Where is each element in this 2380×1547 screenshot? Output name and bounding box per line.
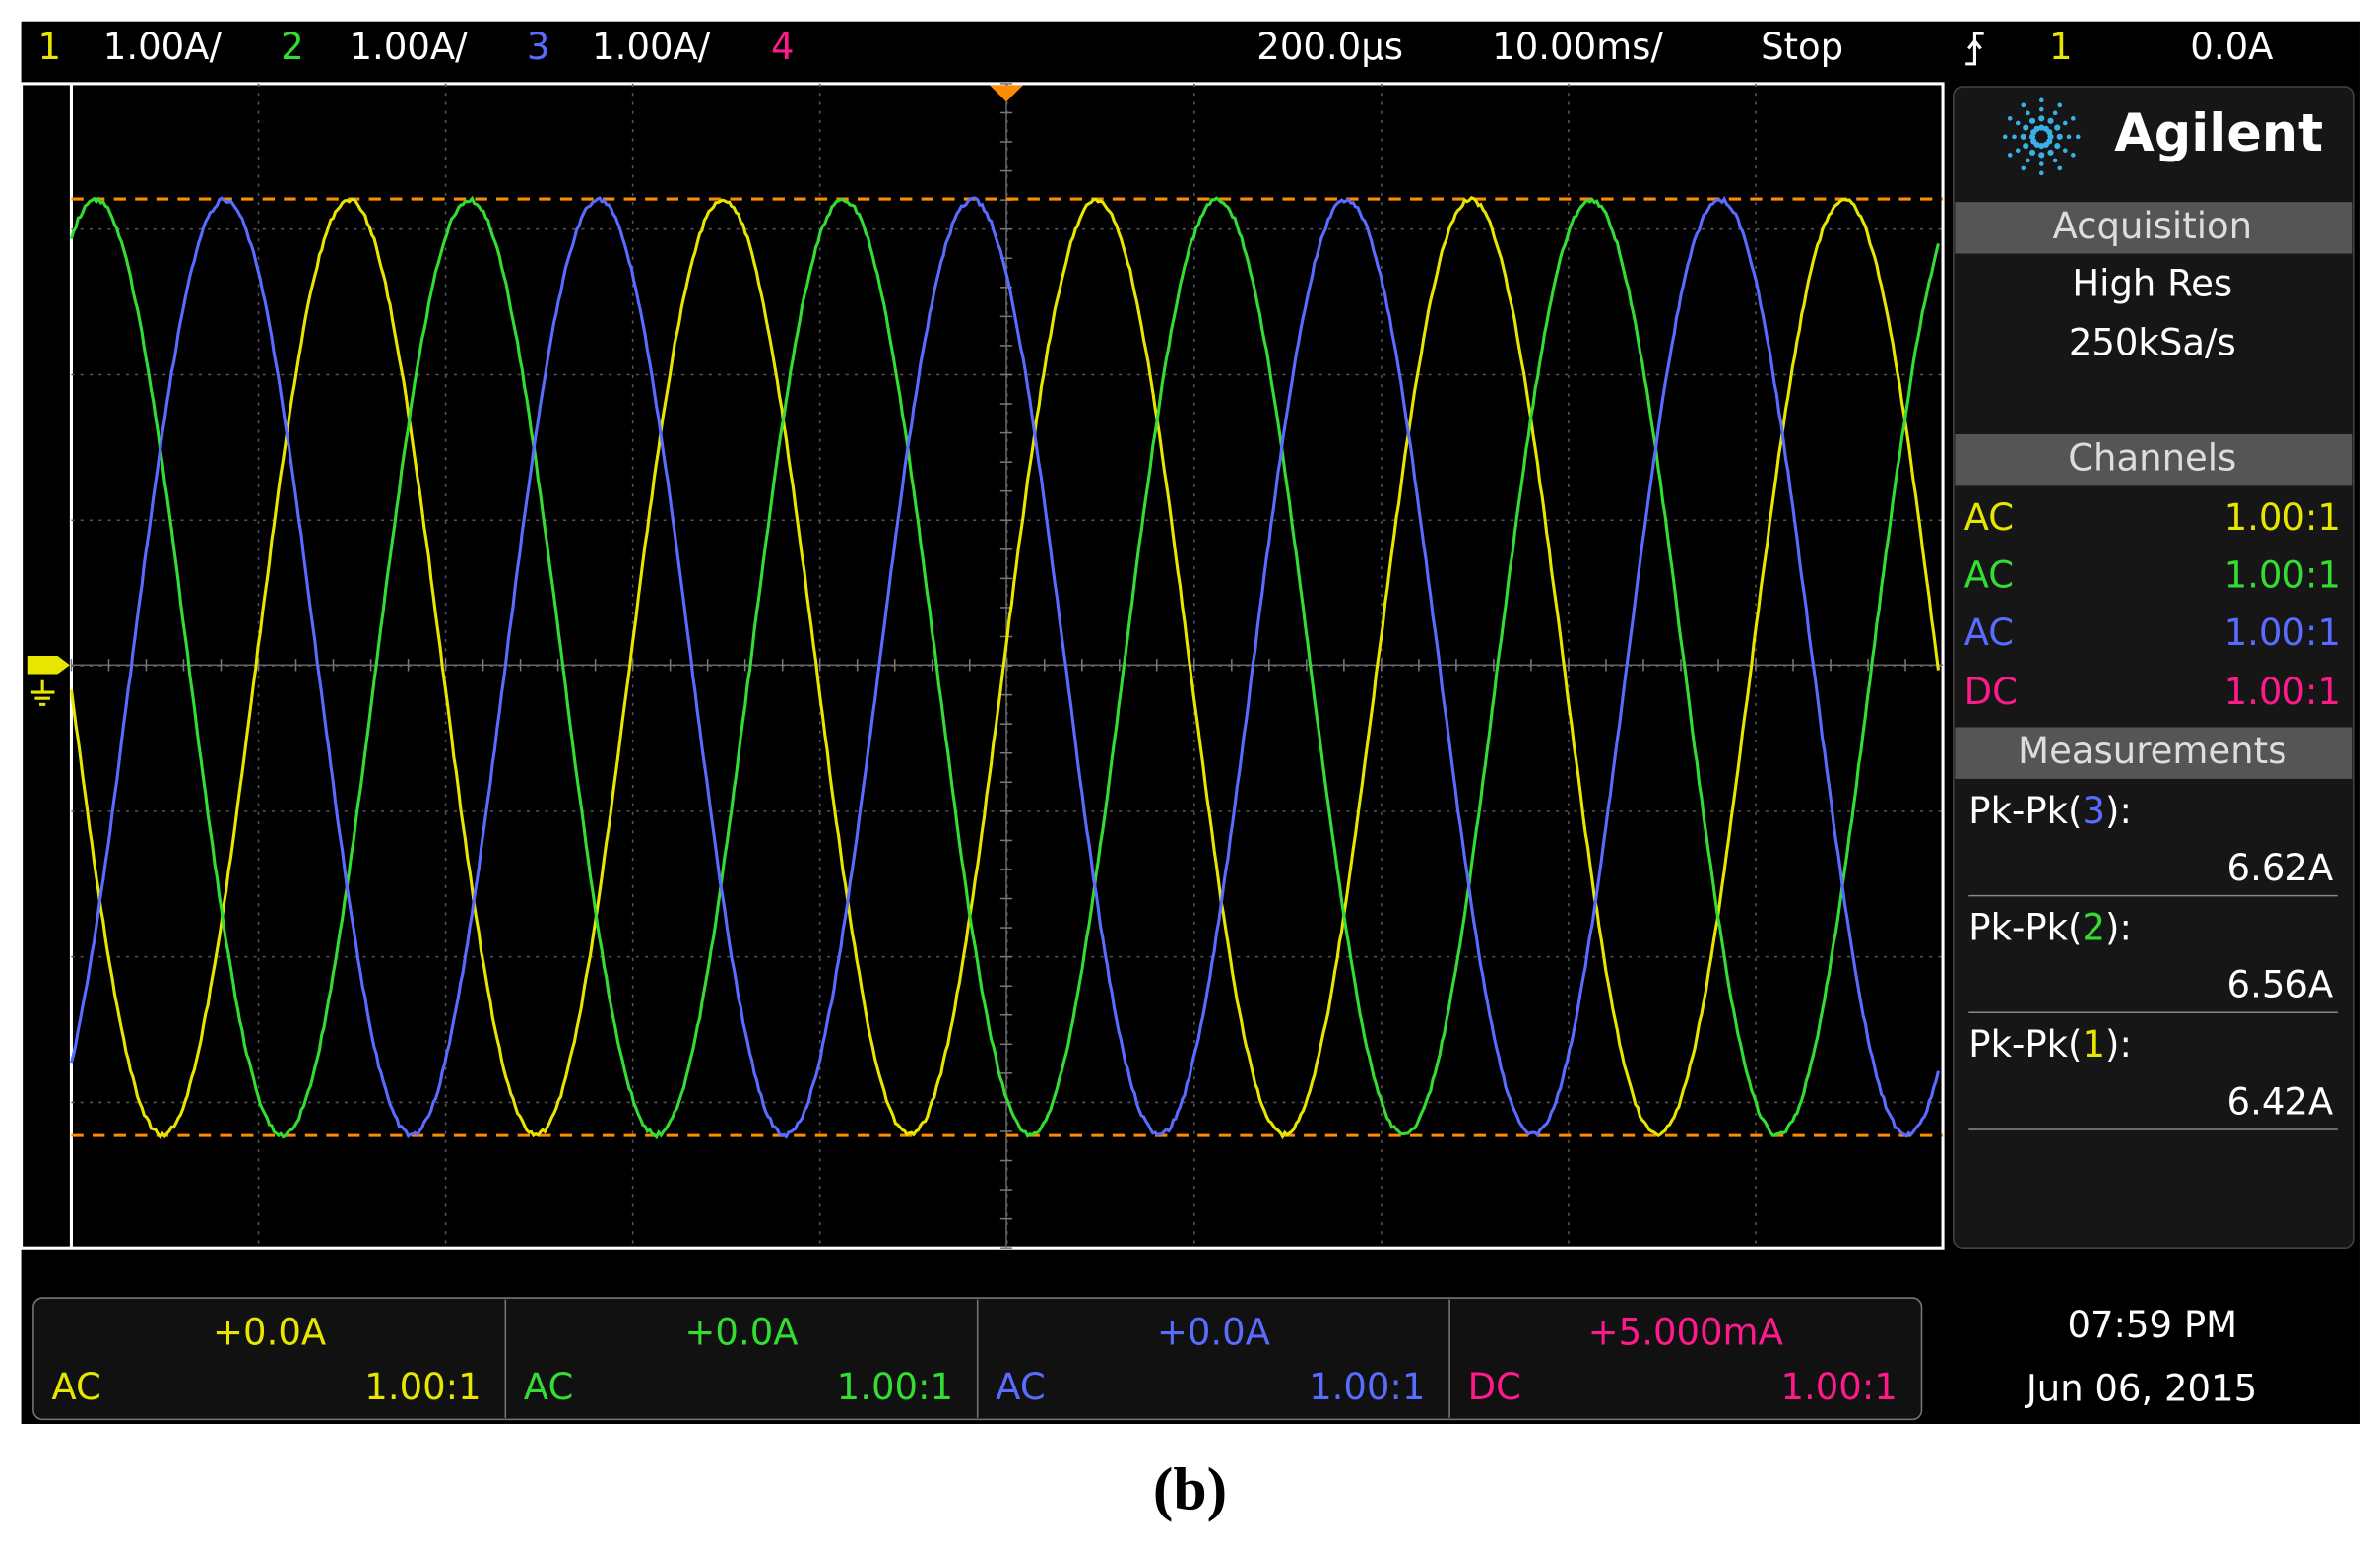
channel-coupling: DC	[1468, 1366, 1521, 1408]
channel-coupling: AC	[1964, 496, 2014, 539]
run-state: Stop	[1761, 26, 1843, 68]
measurement-label: Pk-Pk(2):	[1968, 906, 2132, 948]
channel-ratio: 1.00:1	[2224, 496, 2341, 539]
logo-dot	[2029, 118, 2035, 124]
sidebar: Agilent Acquisition High Res 250kSa/s Ch…	[1954, 87, 2354, 1248]
channel-ratio: 1.00:1	[2224, 612, 2341, 654]
clock-time: 07:59 PM	[2068, 1304, 2238, 1346]
logo-dot	[2063, 121, 2068, 126]
acquisition-mode: High Res	[2072, 262, 2232, 304]
logo-dot	[2039, 107, 2044, 112]
logo-dot	[2063, 148, 2068, 153]
logo-dot	[2008, 116, 2013, 121]
logo-dot	[2047, 150, 2053, 156]
channel-ratio: 1.00:1	[2224, 671, 2341, 713]
logo-dot	[2016, 148, 2021, 153]
channel-number: 3	[527, 26, 550, 68]
logo-dot	[2008, 153, 2013, 158]
measurement-label: Pk-Pk(3):	[1968, 789, 2132, 831]
logo-dot	[2054, 143, 2060, 149]
channel-offset: +5.000mA	[1588, 1312, 1783, 1354]
delay: 200.0µs	[1256, 26, 1403, 68]
logo-dot	[2038, 152, 2044, 158]
section-title: Acquisition	[2052, 205, 2252, 247]
screenshot: 1 1.00A/ 2 1.00A/ 3 1.00A/ 4 200.0µs 10.…	[0, 0, 2380, 1547]
channel-coupling: AC	[51, 1366, 100, 1408]
logo-dot	[2026, 159, 2030, 163]
channel-ratio: 1.00:1	[1309, 1366, 1425, 1408]
logo-dot	[2039, 98, 2044, 103]
logo-dot	[2054, 125, 2060, 131]
logo-dot	[2067, 135, 2072, 140]
channel-number: 1	[38, 26, 62, 68]
figure-caption: (b)	[1153, 1456, 1227, 1523]
sample-rate: 250kSa/s	[2069, 322, 2236, 364]
logo-dot	[2076, 135, 2081, 140]
logo-dot	[2053, 111, 2058, 116]
logo-dot	[2047, 118, 2053, 124]
channel-offset: +0.0A	[1157, 1312, 1270, 1354]
channel-ratio: 1.00:1	[2224, 553, 2341, 596]
channel-coupling: AC	[1964, 553, 2014, 596]
channel-coupling: AC	[996, 1366, 1045, 1408]
logo-dot	[2003, 135, 2008, 140]
measurement-value: 6.56A	[2227, 964, 2334, 1006]
sidebar-panel	[1954, 87, 2354, 1248]
logo-dot	[2026, 111, 2030, 116]
channel-coupling: DC	[1964, 671, 2018, 713]
logo-dot	[2057, 103, 2062, 108]
logo-dot	[2021, 134, 2026, 140]
section-title: Measurements	[2018, 730, 2286, 772]
logo-dot	[2039, 161, 2044, 166]
logo-dot	[2023, 143, 2028, 149]
channel-scale: 1.00A/	[350, 26, 469, 68]
channel-offset: +0.0A	[213, 1312, 326, 1354]
logo-dot	[2071, 153, 2076, 158]
measurement-label: Pk-Pk(1):	[1968, 1023, 2132, 1065]
timebase: 10.00ms/	[1492, 26, 1663, 68]
channel-ratio: 1.00:1	[1780, 1366, 1897, 1408]
measurement-value: 6.62A	[2227, 847, 2334, 889]
channel-ratio: 1.00:1	[364, 1366, 481, 1408]
section-title: Channels	[2068, 437, 2236, 480]
channel-scale: 1.00A/	[103, 26, 223, 68]
logo-dot	[2023, 125, 2028, 131]
logo-dot	[2038, 115, 2044, 121]
trigger-level: 0.0A	[2190, 26, 2273, 68]
logo-dot	[2012, 135, 2017, 140]
logo-dot	[2016, 121, 2021, 126]
channel-scale: 1.00A/	[592, 26, 711, 68]
channel-offset: +0.0A	[684, 1312, 798, 1354]
logo-dot	[2021, 103, 2026, 108]
channel-number: 2	[281, 26, 304, 68]
channel-ratio: 1.00:1	[837, 1366, 953, 1408]
channel-coupling: AC	[524, 1366, 573, 1408]
channel-coupling: AC	[1964, 612, 2014, 654]
brand: Agilent	[2114, 103, 2323, 163]
logo-dot	[2039, 171, 2044, 176]
logo-dot	[2057, 134, 2063, 140]
logo-dot	[2029, 150, 2035, 156]
logo-dot	[2071, 116, 2076, 121]
logo-dot	[2053, 159, 2058, 163]
measurement-value: 6.42A	[2227, 1080, 2334, 1123]
logo-dot	[2021, 166, 2026, 171]
trigger-source: 1	[2049, 26, 2073, 68]
channel-number: 4	[771, 26, 795, 68]
clock-date: Jun 06, 2015	[2025, 1368, 2257, 1410]
logo-dot	[2046, 129, 2052, 135]
waveform-area	[22, 84, 1943, 1248]
logo-dot	[2057, 166, 2062, 171]
